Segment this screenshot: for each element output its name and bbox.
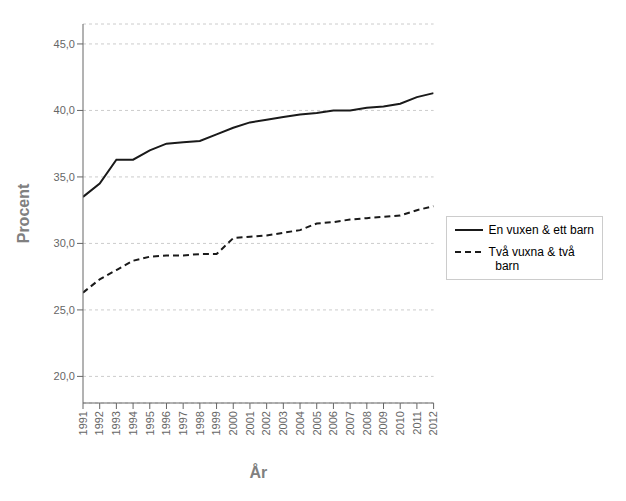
svg-text:1996: 1996 xyxy=(160,411,172,435)
svg-text:2001: 2001 xyxy=(244,411,256,435)
svg-text:1995: 1995 xyxy=(144,411,156,435)
svg-text:1999: 1999 xyxy=(210,411,222,435)
svg-text:25,0: 25,0 xyxy=(54,304,75,316)
svg-text:2006: 2006 xyxy=(327,411,339,435)
svg-text:40,0: 40,0 xyxy=(54,104,75,116)
svg-text:35,0: 35,0 xyxy=(54,171,75,183)
svg-text:2011: 2011 xyxy=(411,411,423,435)
svg-text:2002: 2002 xyxy=(260,411,272,435)
svg-text:2012: 2012 xyxy=(427,411,439,435)
svg-text:Procent: Procent xyxy=(15,183,32,243)
svg-text:2009: 2009 xyxy=(377,411,389,435)
html-text:En vuxen & ett barn: En vuxen & ett barn xyxy=(488,223,594,237)
svg-text:20,0: 20,0 xyxy=(54,370,75,382)
svg-text:1994: 1994 xyxy=(127,411,139,435)
svg-text:2008: 2008 xyxy=(361,411,373,435)
svg-text:2005: 2005 xyxy=(311,411,323,435)
svg-text:1993: 1993 xyxy=(110,411,122,435)
html-text:barn: barn xyxy=(488,259,520,273)
svg-text:År: År xyxy=(249,463,267,481)
svg-text:2000: 2000 xyxy=(227,411,239,435)
svg-text:2010: 2010 xyxy=(394,411,406,435)
svg-text:45,0: 45,0 xyxy=(54,38,75,50)
svg-text:1998: 1998 xyxy=(194,411,206,435)
svg-text:2007: 2007 xyxy=(344,411,356,435)
svg-text:2003: 2003 xyxy=(277,411,289,435)
svg-text:30,0: 30,0 xyxy=(54,237,75,249)
svg-text:1991: 1991 xyxy=(77,411,89,435)
svg-text:1992: 1992 xyxy=(94,411,106,435)
html-text:Två vuxna & två: Två vuxna & två xyxy=(488,245,575,259)
svg-text:1997: 1997 xyxy=(177,411,189,435)
svg-text:2004: 2004 xyxy=(294,411,306,435)
